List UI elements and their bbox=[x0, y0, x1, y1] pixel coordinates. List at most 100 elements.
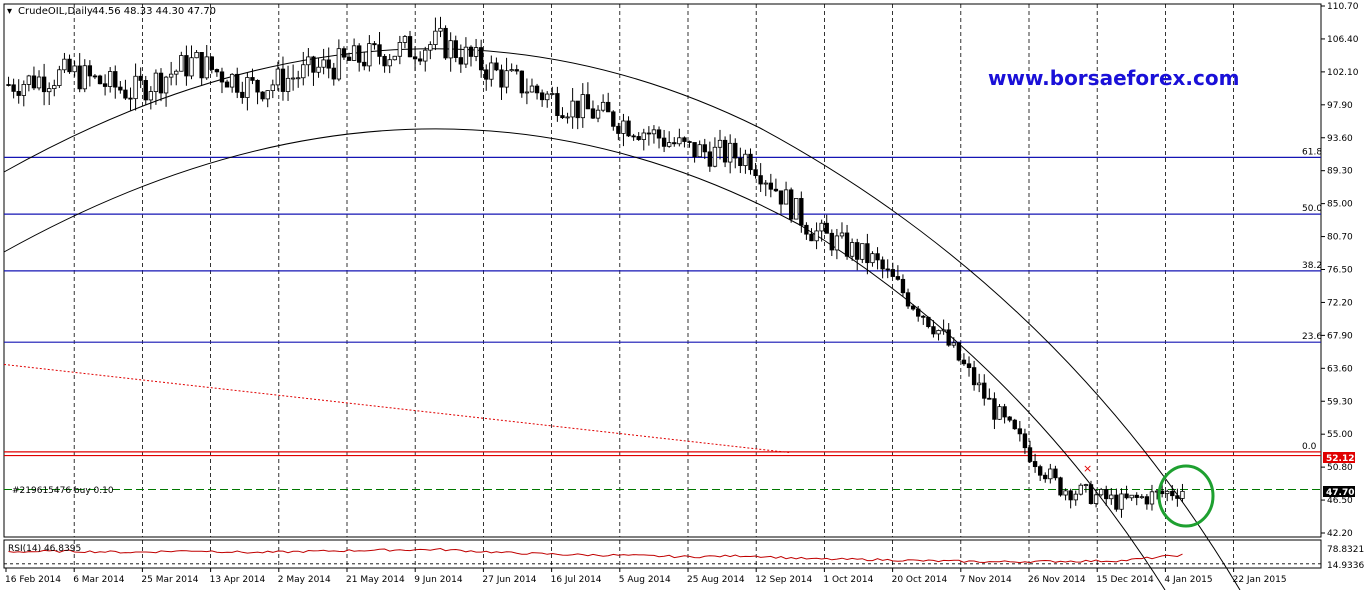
y-tick-label: 55.00 bbox=[1327, 430, 1353, 440]
bear-candle bbox=[931, 326, 936, 335]
bull-candle bbox=[977, 382, 982, 386]
bear-candle bbox=[575, 100, 580, 119]
bear-candle bbox=[1058, 477, 1063, 496]
bear-candle bbox=[982, 382, 987, 399]
bull-candle bbox=[550, 93, 555, 95]
x-tick-label: 7 Nov 2014 bbox=[960, 575, 1012, 585]
axes: 110.70 106.40 102.10 97.90 93.60 89.30 85.00 80… bbox=[5, 2, 1359, 585]
bear-candle bbox=[1017, 428, 1023, 435]
bear-candle bbox=[41, 76, 47, 93]
bear-candle bbox=[87, 65, 93, 77]
bull-candle bbox=[204, 56, 209, 79]
header-arrow-icon[interactable]: ▾ bbox=[7, 6, 12, 17]
bull-candle bbox=[1139, 496, 1144, 499]
bull-candle bbox=[265, 90, 270, 100]
candlesticks: × bbox=[6, 16, 1215, 528]
bull-candle bbox=[108, 71, 113, 87]
bear-candle bbox=[92, 75, 98, 78]
fib-level-label: 0.0 bbox=[1302, 442, 1317, 452]
bull-candle bbox=[351, 45, 357, 61]
bear-candle bbox=[539, 92, 545, 101]
bear-candle bbox=[555, 93, 560, 116]
bull-candle bbox=[62, 58, 67, 71]
y-tick-label: 89.30 bbox=[1327, 167, 1353, 177]
ohlc-values: 44.56 48.33 44.30 47.70 bbox=[92, 6, 216, 17]
bear-candle bbox=[184, 55, 189, 77]
bear-candle bbox=[362, 61, 367, 67]
bear-candle bbox=[875, 253, 880, 261]
bull-candle bbox=[367, 43, 372, 67]
bull-candle bbox=[1098, 489, 1104, 496]
y-tick-label: 110.70 bbox=[1327, 2, 1359, 12]
bear-candle bbox=[484, 69, 489, 80]
bull-candle bbox=[849, 242, 855, 257]
bear-candle bbox=[102, 83, 108, 87]
bull-candle bbox=[387, 59, 392, 67]
bull-candle bbox=[438, 27, 443, 32]
bull-candle bbox=[316, 66, 321, 73]
current-price-tag bbox=[1323, 486, 1355, 497]
y-tick-label: 42.20 bbox=[1327, 529, 1353, 539]
bull-candle bbox=[194, 52, 199, 59]
bull-candle bbox=[26, 75, 32, 85]
bear-candle bbox=[31, 75, 37, 89]
bull-candle bbox=[524, 91, 530, 94]
bear-candle bbox=[224, 81, 230, 88]
bear-candle bbox=[97, 75, 103, 85]
bear-candle bbox=[626, 120, 631, 137]
bear-candle bbox=[1007, 416, 1012, 421]
bull-candle bbox=[819, 222, 824, 232]
bear-candle bbox=[987, 397, 992, 400]
bear-candle bbox=[773, 188, 779, 192]
bear-candle bbox=[1068, 490, 1073, 501]
symbol-title: CrudeOIL,Daily bbox=[18, 6, 93, 17]
bull-candle bbox=[52, 85, 57, 89]
bear-candle bbox=[331, 67, 336, 80]
bear-candle bbox=[916, 308, 921, 317]
bull-candle bbox=[72, 65, 77, 73]
bull-candle bbox=[763, 182, 768, 185]
x-tick-label: 13 Apr 2014 bbox=[210, 575, 266, 585]
bull-candle bbox=[600, 101, 606, 111]
bull-candle bbox=[489, 62, 494, 80]
x-tick-label: 15 Dec 2014 bbox=[1096, 575, 1154, 585]
y-tick-label: 85.00 bbox=[1327, 200, 1353, 210]
bear-candle bbox=[443, 27, 448, 59]
bear-candle bbox=[514, 69, 519, 72]
bear-candle bbox=[341, 48, 347, 58]
bear-candle bbox=[1027, 447, 1033, 462]
outer-arc bbox=[3, 48, 1241, 590]
bull-candle bbox=[229, 73, 235, 88]
bear-candle bbox=[1159, 490, 1165, 495]
x-tick-label: 20 Oct 2014 bbox=[892, 575, 948, 585]
bear-candle bbox=[921, 315, 926, 318]
bear-candle bbox=[905, 292, 911, 307]
bear-candle bbox=[494, 62, 499, 71]
current-price-tag-label: 47.70 bbox=[1326, 488, 1354, 498]
bear-candle bbox=[240, 91, 245, 98]
bear-candle bbox=[722, 139, 728, 163]
bull-candle bbox=[1149, 491, 1155, 505]
bull-candle bbox=[1048, 468, 1053, 480]
bear-candle bbox=[1170, 490, 1175, 497]
bear-candle bbox=[707, 151, 713, 167]
y-tick-label: 46.50 bbox=[1327, 496, 1353, 506]
bear-candle bbox=[235, 73, 240, 93]
bull-candle bbox=[473, 47, 479, 57]
bear-candle bbox=[412, 56, 418, 60]
y-tick-label: 72.20 bbox=[1327, 298, 1353, 308]
bear-candle bbox=[128, 97, 133, 100]
bear-candle bbox=[946, 329, 951, 346]
bear-candle bbox=[138, 75, 143, 81]
bear-candle bbox=[661, 137, 667, 147]
bull-candle bbox=[275, 68, 281, 86]
bear-candle bbox=[534, 85, 540, 94]
bear-candle bbox=[1175, 495, 1180, 499]
bull-candle bbox=[570, 100, 575, 118]
bull-candle bbox=[941, 329, 946, 332]
bear-candle bbox=[158, 72, 164, 94]
sell-marker-icon: × bbox=[1083, 462, 1092, 475]
bear-candle bbox=[407, 36, 413, 58]
bull-candle bbox=[168, 73, 174, 78]
